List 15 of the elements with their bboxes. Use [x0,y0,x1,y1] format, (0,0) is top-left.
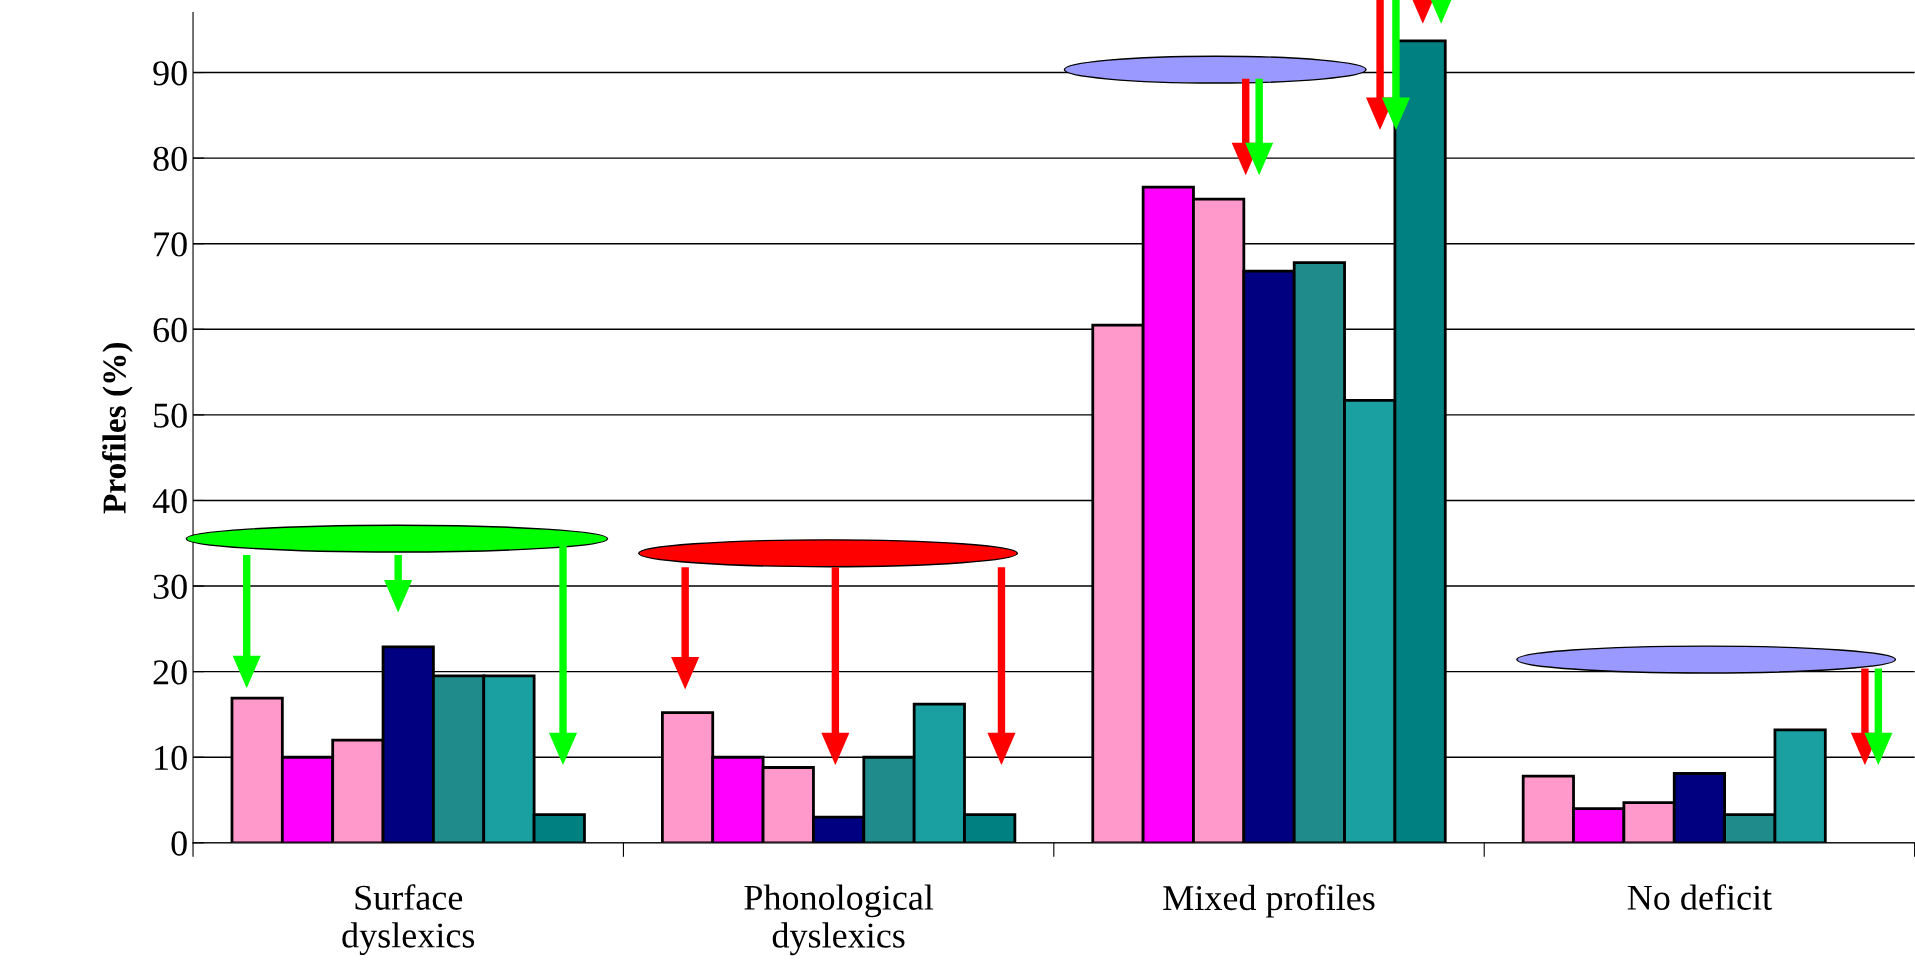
y-tick-label: 20 [153,660,187,685]
x-tick-label: Phonological dyslexics [744,884,934,956]
y-tick-label: 80 [153,146,187,172]
y-tick-label: 60 [153,317,187,343]
x-tick-label: Mixed profiles [1163,884,1375,918]
y-tick-label: 50 [154,403,187,428]
y-tick-label: 0 [171,831,187,856]
y-tick-label: 30 [153,574,187,599]
y-tick-label: 70 [154,232,187,257]
y-tick-label: 40 [152,488,187,514]
y-axis-title: Profiles (%) [102,342,133,514]
y-tick-label: 90 [153,61,187,86]
x-tick-label: No deficit [1627,884,1772,910]
y-tick-label: 10 [155,745,187,771]
x-tick-label: Surface dyslexics [342,884,475,956]
